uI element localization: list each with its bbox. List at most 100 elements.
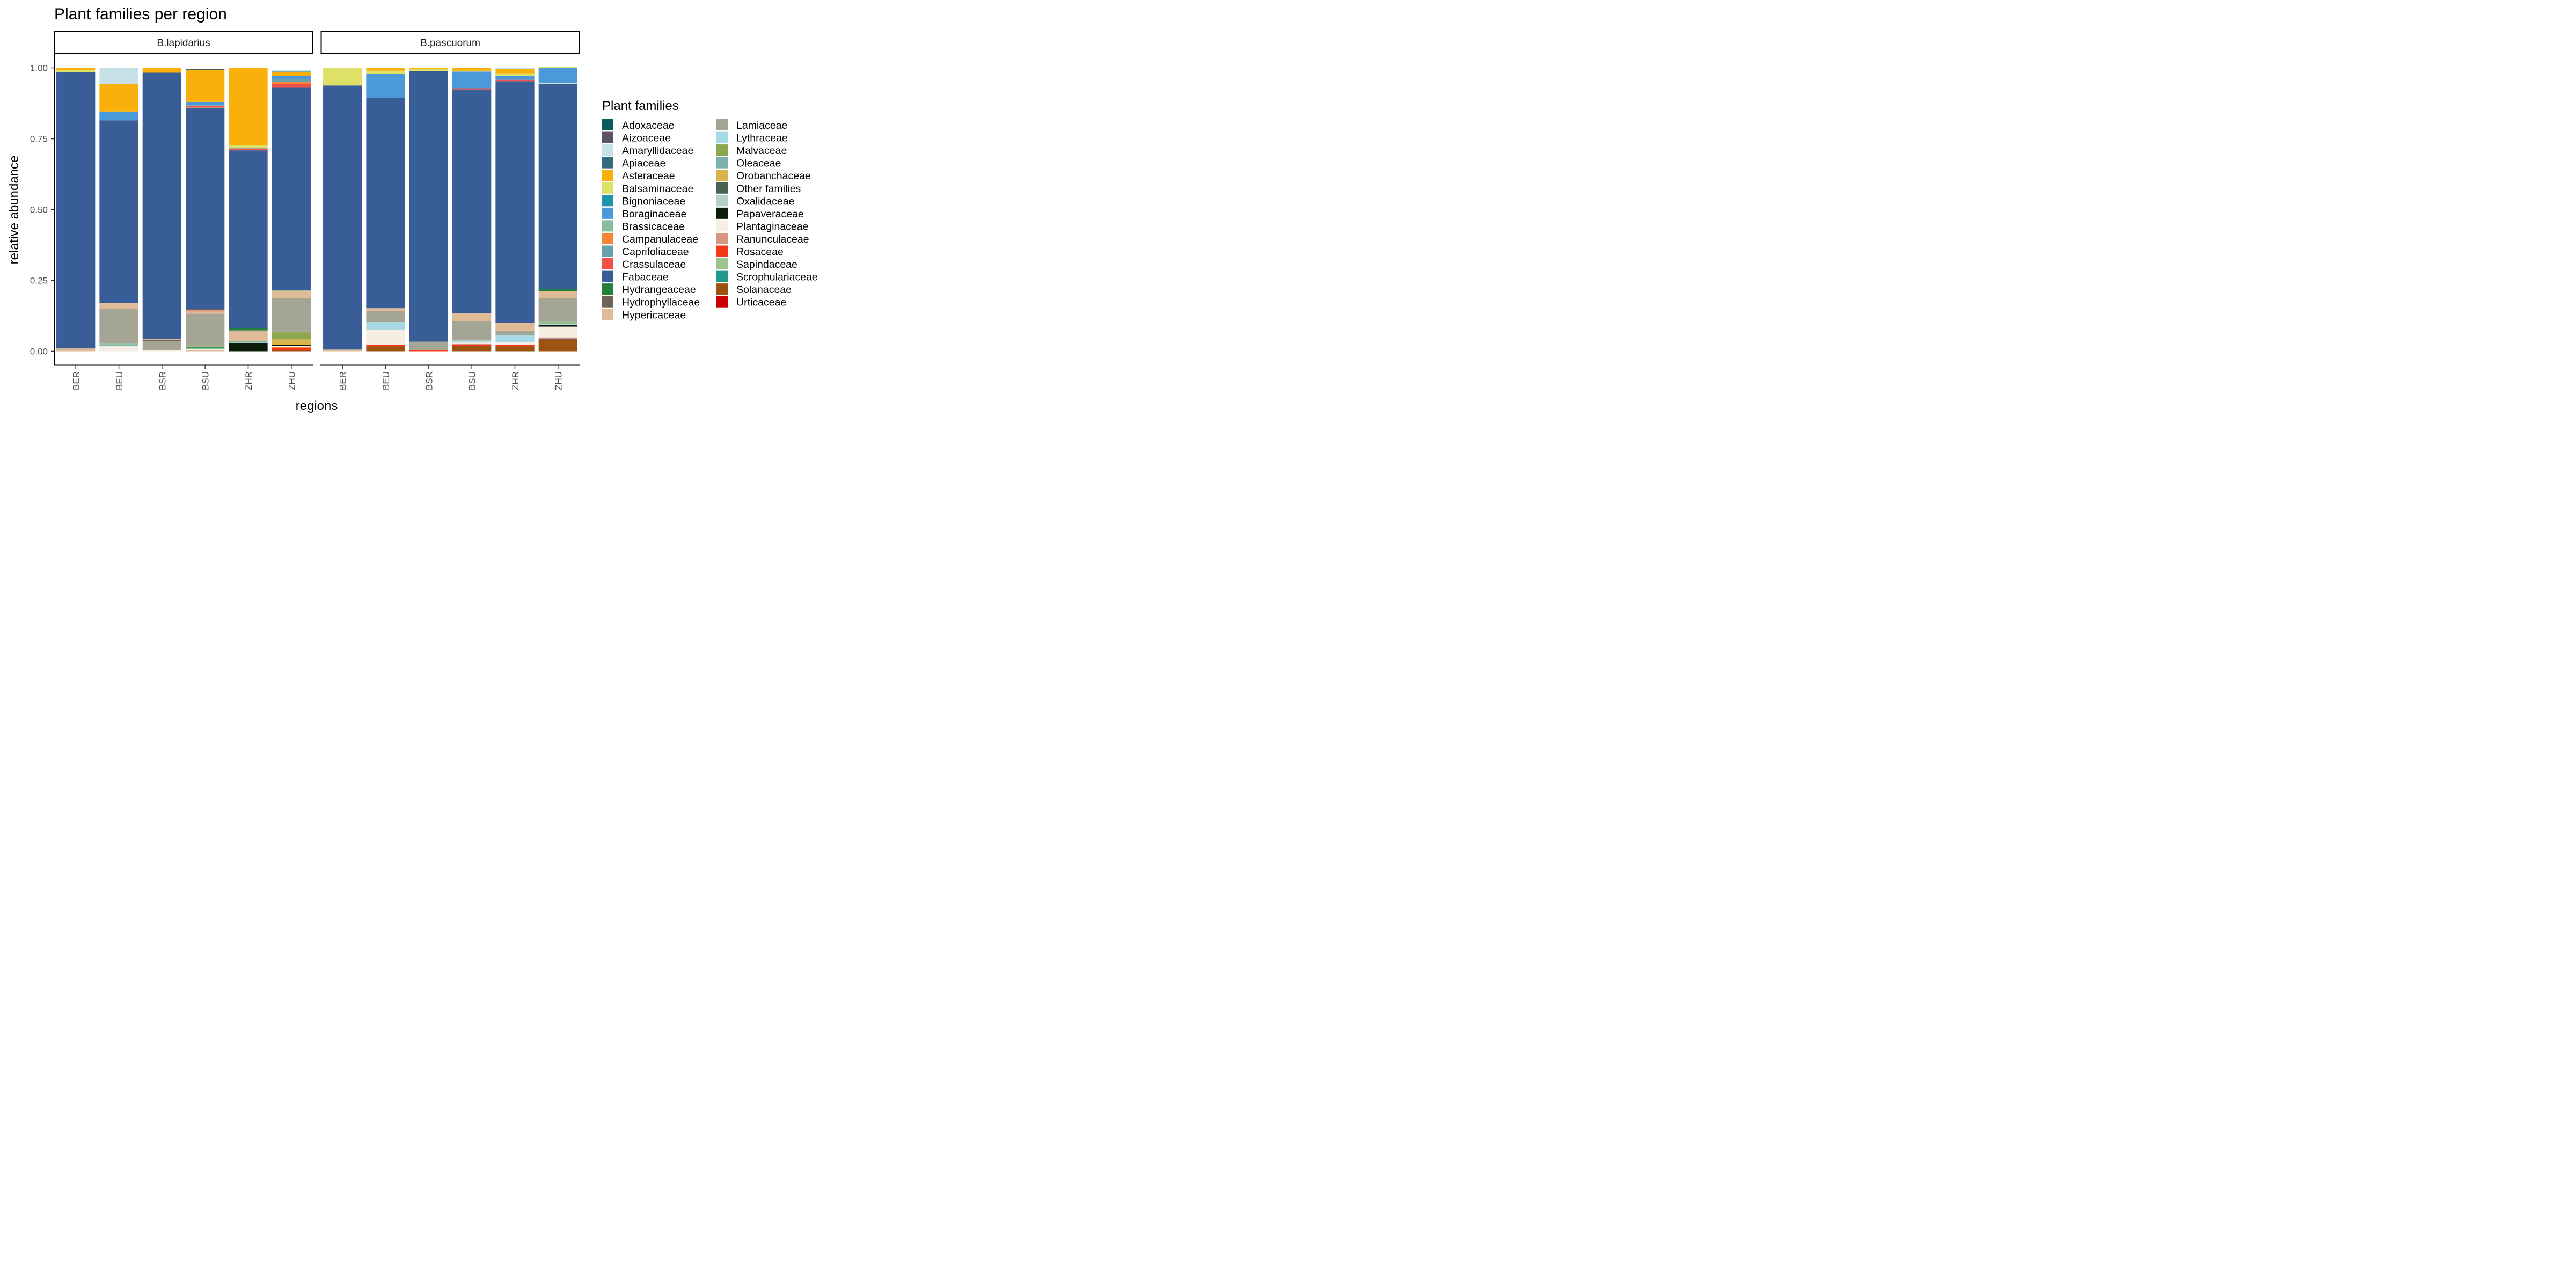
bar-segment-b-pascuorum-zhu-hydrophyllaceae [538,339,577,340]
legend-key-malvaceae [716,144,728,156]
legend-label-crassulaceae: Crassulaceae [622,259,686,270]
legend-key-other-families [716,182,728,194]
bar-segment-b-pascuorum-zhu-hydrangeaceae [538,289,577,291]
bar-segment-b-lapidarius-bsu-hypericaceae [186,311,225,314]
legend-key-scrophulariaceae [716,270,728,282]
strip-label-lapidarius: B.lapidarius [157,38,210,49]
bar-segment-b-pascuorum-beu-fabaceae [366,98,405,309]
legend-label-oleaceae: Oleaceae [736,158,781,170]
bar-segment-b-lapidarius-bsu-hydrophyllaceae [186,309,225,310]
y-axis-title: relative abundance [7,156,21,265]
x-axis-ticks: BER BEU BSR BSU ZHR ZHU BER BEU BSR BSU ZHR ZHU [71,365,564,390]
bar-segment-b-pascuorum-ber-hypericaceae [323,349,362,352]
bar-segment-b-lapidarius-zhu-crassulaceae [272,84,311,88]
bar-segment-b-lapidarius-ber-balsaminaceae [56,70,96,72]
legend-label-malvaceae: Malvaceae [736,145,787,157]
bar-segment-b-lapidarius-bsu-lamiaceae [186,313,225,346]
legend-title: Plant families [602,99,679,113]
bar-segment-b-lapidarius-bsr-fabaceae [142,72,181,339]
bar-segment-b-pascuorum-beu-solanaceae [366,346,405,352]
bar-segment-b-lapidarius-beu-lamiaceae [99,309,138,344]
legend-label-papaveraceae: Papaveraceae [736,208,804,220]
bar-segment-b-lapidarius-bsu-crassulaceae [186,106,225,107]
bar-segment-b-pascuorum-bsu-ranunculaceae [452,343,492,345]
bar-segment-b-lapidarius-zhu-fabaceae [272,87,311,290]
bar-segment-b-pascuorum-bsu-hypericaceae [452,313,492,321]
bar-segment-b-lapidarius-bsr-plantaginaceae [142,350,181,352]
bar-segment-b-lapidarius-bsu-oleaceae [186,105,225,106]
bar-segment-b-pascuorum-zhr-asteraceae [495,69,535,74]
bar-segment-b-lapidarius-beu-brassicaceae [99,343,138,345]
bar-segment-b-pascuorum-bsr-lamiaceae [409,341,448,350]
legend-key-balsaminaceae [602,182,613,194]
bar-segment-b-pascuorum-zhr-hypericaceae [495,323,535,332]
bar-segment-b-lapidarius-zhu-sapindaceae [272,290,311,291]
x-axis-title: regions [296,399,338,413]
strip-label-pascuorum: B.pascuorum [420,38,480,49]
bar-segment-b-lapidarius-zhu-rosaceae [272,348,311,350]
bar-segment-b-lapidarius-bsr-hydrophyllaceae [142,340,181,341]
legend-label-lythraceae: Lythraceae [736,133,788,144]
bar-segment-b-lapidarius-beu-amaryllidaceae [99,68,138,84]
bar-segment-b-lapidarius-zhr-crassulaceae [229,149,268,151]
bar-segment-b-pascuorum-beu-balsaminaceae [366,70,405,74]
legend-key-amaryllidaceae [602,144,613,156]
y-tick-label: 0.75 [30,134,48,144]
legend-key-hydrangeaceae [602,283,613,295]
bar-segment-b-pascuorum-zhr-boraginaceae [495,76,535,80]
legend-key-lamiaceae [716,119,728,130]
bar-segment-b-pascuorum-bsu-lythraceae [452,341,492,343]
legend-key-plantaginaceae [716,220,728,232]
bar-segment-b-lapidarius-zhu-oleaceae [272,71,311,72]
legend-label-asteraceae: Asteraceae [622,170,675,182]
legend-label-fabaceae: Fabaceae [622,272,669,283]
bar-segment-b-lapidarius-bsu-ranunculaceae [186,310,225,312]
bar-segment-b-pascuorum-zhr-rosaceae [495,345,535,347]
bar-segment-b-pascuorum-zhu-hypericaceae [538,291,577,298]
bar-segment-b-lapidarius-beu-oleaceae [99,344,138,346]
bar-segment-b-lapidarius-zhr-lamiaceae [229,330,268,332]
legend-label-apiaceae: Apiaceae [622,158,665,170]
legend-label-ranunculaceae: Ranunculaceae [736,233,809,245]
bar-segment-b-pascuorum-bsu-crassulaceae [452,88,492,90]
bar-segment-b-pascuorum-zhu-balsaminaceae [538,67,577,68]
bar-segment-b-pascuorum-zhu-solanaceae [538,340,577,352]
bar-segment-b-lapidarius-zhr-hypericaceae [229,331,268,342]
legend-label-campanulaceae: Campanulaceae [622,233,698,245]
legend-key-sapindaceae [716,258,728,270]
bar-segment-b-pascuorum-zhu-ranunculaceae [538,337,577,339]
bar-segment-b-lapidarius-bsu-plantaginaceae [186,349,225,350]
bar-segment-b-lapidarius-bsr-hypericaceae [142,339,181,340]
legend-key-brassicaceae [602,220,613,232]
legend-key-oleaceae [716,157,728,169]
bar-segment-b-lapidarius-zhu-campanulaceae [272,82,311,84]
bar-segment-b-lapidarius-zhu-papaveraceae [272,345,311,346]
bar-segment-b-lapidarius-zhu-plantaginaceae [272,346,311,347]
bar-segment-b-lapidarius-zhr-balsaminaceae [229,145,268,148]
bar-segment-b-pascuorum-bsr-balsaminaceae [409,69,448,71]
legend-key-apiaceae [602,157,613,169]
legend-label-plantaginaceae: Plantaginaceae [736,221,808,232]
bar-segment-b-pascuorum-zhu-amaryllidaceae [538,83,577,84]
x-tick-label-b-pascuorum-beu: BEU [381,371,391,390]
legend-label-amaryllidaceae: Amaryllidaceae [622,145,693,157]
bar-segment-b-lapidarius-bsu-ranunculaceae [186,107,225,108]
bar-segment-b-lapidarius-zhu-hypericaceae [272,291,311,298]
legend-label-sapindaceae: Sapindaceae [736,259,797,270]
bar-segment-b-pascuorum-bsu-fabaceae [452,89,492,313]
bar-segment-b-lapidarius-zhu-boraginaceae [272,76,311,79]
bar-segment-b-lapidarius-zhu-lamiaceae [272,298,311,333]
bar-segment-b-pascuorum-bsu-lamiaceae [452,321,492,340]
bar-segment-b-pascuorum-beu-hypericaceae [366,308,405,311]
bar-segment-b-lapidarius-bsr-lamiaceae [142,341,181,350]
bar-segment-b-pascuorum-ber-fabaceae [323,85,362,350]
bar-segment-b-pascuorum-zhr-amaryllidaceae [495,68,535,69]
bar-segment-b-pascuorum-zhu-lythraceae [538,323,577,325]
bar-segment-b-pascuorum-bsr-asteraceae [409,68,448,70]
x-tick-label-b-lapidarius-ber: BER [71,371,82,390]
legend-label-hydrophyllaceae: Hydrophyllaceae [622,297,700,309]
bar-segment-b-pascuorum-bsu-asteraceae [452,68,492,71]
bar-segment-b-lapidarius-bsu-boraginaceae [186,101,225,106]
chart-title: Plant families per region [54,5,227,23]
stacked-bar-chart: Plant families per region B.lapidarius B… [7,5,818,413]
